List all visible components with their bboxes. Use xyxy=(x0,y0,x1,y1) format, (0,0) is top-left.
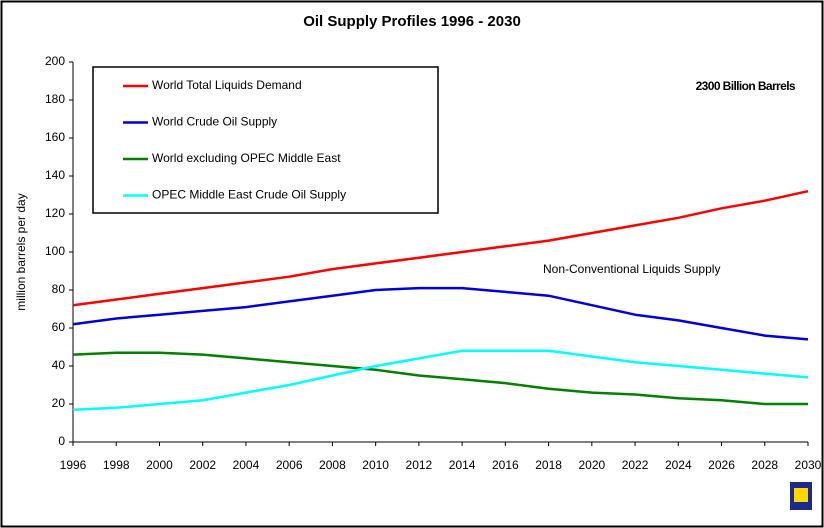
logo xyxy=(790,482,812,510)
logo-mark xyxy=(794,488,808,502)
x-tick-label: 2010 xyxy=(362,458,389,472)
y-tick-label: 0 xyxy=(58,434,65,448)
annotation: 2300 Billion Barrels xyxy=(696,79,796,93)
x-tick-label: 2028 xyxy=(751,458,778,472)
legend-label: World Crude Oil Supply xyxy=(152,115,277,129)
x-tick-label: 1998 xyxy=(103,458,130,472)
annotation: Non-Conventional Liquids Supply xyxy=(543,262,720,276)
y-tick-label: 200 xyxy=(45,54,65,68)
x-tick-label: 2012 xyxy=(406,458,433,472)
y-tick-label: 40 xyxy=(52,358,66,372)
y-tick-label: 160 xyxy=(45,130,65,144)
x-tick-label: 2022 xyxy=(622,458,649,472)
x-tick-label: 1996 xyxy=(60,458,87,472)
y-tick-label: 140 xyxy=(45,168,65,182)
legend-label: OPEC Middle East Crude Oil Supply xyxy=(152,188,346,202)
x-tick-label: 2024 xyxy=(665,458,692,472)
x-tick-label: 2006 xyxy=(276,458,303,472)
x-tick-label: 2008 xyxy=(319,458,346,472)
y-tick-label: 120 xyxy=(45,206,65,220)
chart-title: Oil Supply Profiles 1996 - 2030 xyxy=(303,13,521,30)
y-tick-label: 100 xyxy=(45,244,65,258)
x-tick-label: 2000 xyxy=(146,458,173,472)
x-tick-label: 2018 xyxy=(535,458,562,472)
series-line xyxy=(72,349,809,411)
y-tick-label: 180 xyxy=(45,92,65,106)
x-tick-label: 2004 xyxy=(233,458,260,472)
y-axis-label: million barrels per day xyxy=(14,193,28,310)
x-tick-label: 2030 xyxy=(795,458,822,472)
y-tick-label: 80 xyxy=(52,282,66,296)
legend-box xyxy=(92,66,439,214)
series-line xyxy=(72,351,808,406)
legend-label: World Total Liquids Demand xyxy=(152,78,302,92)
x-tick-label: 2014 xyxy=(449,458,476,472)
x-tick-label: 2020 xyxy=(578,458,605,472)
series-line xyxy=(72,286,809,341)
y-tick-label: 20 xyxy=(52,396,66,410)
series-line xyxy=(72,189,809,307)
x-tick-label: 2002 xyxy=(189,458,216,472)
legend-label: World excluding OPEC Middle East xyxy=(152,151,341,165)
x-tick-label: 2026 xyxy=(708,458,735,472)
x-tick-label: 2016 xyxy=(492,458,519,472)
y-tick-label: 60 xyxy=(52,320,66,334)
